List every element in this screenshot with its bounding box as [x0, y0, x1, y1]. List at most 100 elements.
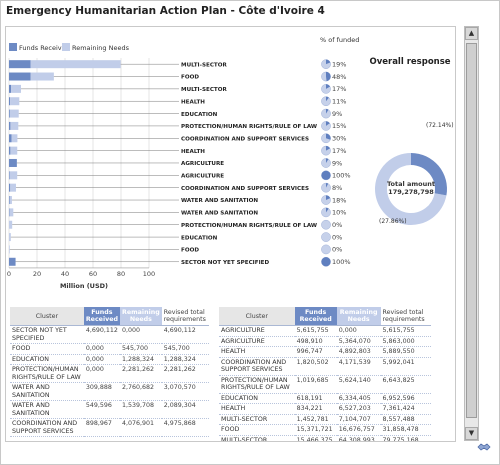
- bar-remaining-needs: [9, 220, 13, 229]
- bar-remaining-needs: [30, 72, 54, 81]
- cell-revised: 2,089,304: [161, 400, 209, 419]
- col-header-funds: Funds Received: [83, 307, 120, 326]
- percent-funded-fill: [326, 207, 329, 213]
- percent-funded-bullet: [321, 244, 331, 255]
- cell-needs: 4,171,539: [336, 357, 381, 376]
- percent-funded-label: 15%: [332, 122, 346, 130]
- bar-funds-received: [9, 84, 12, 93]
- table-row: AGRICULTURE 5,615,755 0,000 5,615,755: [219, 325, 431, 337]
- cell-funds: 1,019,685: [294, 375, 337, 394]
- bar-funds-received: [9, 158, 17, 167]
- cell-revised: 4,975,868: [161, 418, 209, 437]
- scroll-up-arrow-icon[interactable]: ▲: [465, 27, 478, 40]
- cell-revised: 4,690,112: [161, 325, 209, 344]
- category-label: MULTI-SECTOR: [181, 87, 227, 93]
- bar-remaining-needs: [9, 171, 18, 180]
- donut-slice: [375, 153, 447, 225]
- handshake-icon[interactable]: [477, 442, 491, 454]
- x-axis-ticks: 0 20 40 60 80 100: [7, 270, 155, 278]
- table-row: COORDINATION AND SUPPORT SERVICES 898,967…: [10, 418, 209, 437]
- cell-revised: 8,557,488: [380, 414, 431, 425]
- table-row: WATER AND SANITATION 549,596 1,539,708 2,08…: [10, 400, 209, 419]
- percent-funded-label: 48%: [332, 73, 346, 81]
- overall-response-donut: [375, 153, 447, 225]
- percent-funded-label: 100%: [332, 258, 351, 266]
- vertical-scrollbar[interactable]: ▲ ▼: [464, 26, 479, 441]
- category-label: FOOD: [181, 248, 199, 254]
- cell-cluster: HEALTH: [219, 346, 295, 358]
- cell-needs: 6,527,203: [336, 403, 381, 415]
- cell-revised: 545,700: [161, 343, 209, 355]
- bar-funds-received: [9, 72, 31, 81]
- pie-title: Overall response: [369, 57, 450, 67]
- category-label: WATER AND SANITATION: [181, 198, 258, 204]
- cell-cluster: AGRICULTURE: [219, 325, 295, 337]
- category-label: FOOD: [181, 75, 199, 81]
- percent-funded-bullet: [321, 219, 331, 230]
- bar-remaining-needs: [10, 146, 18, 155]
- table-row: MULTI-SECTOR 15,466,375 64,308,993 79,775,1…: [219, 435, 431, 441]
- table-row: WATER AND SANITATION 309,888 2,760,682 3,07…: [10, 382, 209, 401]
- table-row: HEALTH 996,747 4,892,803 5,889,550: [219, 346, 431, 358]
- x-tick-label: 60: [89, 270, 97, 278]
- category-label: AGRICULTURE: [181, 174, 224, 180]
- cell-funds: 1,820,502: [294, 357, 337, 376]
- bar-remaining-needs: [10, 97, 20, 106]
- cell-needs: 4,076,901: [120, 418, 162, 437]
- category-labels: MULTI-SECTOR FOOD MULTI-SECTOR HEALTH EDUCAT…: [181, 62, 317, 266]
- percent-funded-fill: [326, 71, 331, 82]
- bar-funds-received: [9, 121, 11, 130]
- bar-funds-received: [9, 60, 31, 69]
- cell-revised: 1,288,324: [161, 354, 209, 365]
- pie-center-value: 179,278,798: [388, 188, 434, 196]
- x-axis-label: Million (USD): [60, 282, 108, 290]
- percent-funded-label: 18%: [332, 196, 346, 204]
- bar-remaining-needs: [30, 60, 121, 69]
- percent-funded-label: 17%: [332, 85, 346, 93]
- percent-funded-label: 17%: [332, 147, 346, 155]
- percent-funded-fill: [326, 158, 329, 163]
- percent-funded-fill: [326, 133, 331, 140]
- cell-needs: 5,624,140: [336, 375, 381, 394]
- table-row: EDUCATION 618,191 6,334,405 6,952,596: [219, 393, 431, 404]
- bar-funds-received: [9, 257, 16, 266]
- cell-funds: 1,452,781: [294, 414, 337, 425]
- cell-cluster: AGRICULTURE: [219, 336, 295, 347]
- table-row: COORDINATION AND SUPPORT SERVICES 1,820,5…: [219, 357, 431, 376]
- scroll-down-arrow-icon[interactable]: ▼: [465, 427, 478, 440]
- cell-needs: 545,700: [120, 343, 162, 355]
- bar-funds-received: [9, 97, 11, 106]
- bar-remaining-needs: [11, 84, 21, 93]
- percent-funded-label: 0%: [332, 246, 342, 254]
- cell-needs: 7,104,707: [336, 414, 381, 425]
- percent-funded-label: 9%: [332, 110, 342, 118]
- percent-funded-label: 9%: [332, 159, 342, 167]
- col-header-needs: Remaining Needs: [120, 307, 162, 326]
- cell-cluster: FOOD: [10, 343, 84, 355]
- percent-funded-fill: [326, 96, 329, 102]
- bar-remaining-needs: [11, 134, 18, 143]
- cell-cluster: MULTI-SECTOR: [219, 435, 295, 441]
- cell-cluster: HEALTH: [219, 403, 295, 415]
- cell-funds: 549,596: [83, 400, 120, 419]
- cell-needs: 0,000: [336, 325, 381, 337]
- cell-funds: 996,747: [294, 346, 337, 358]
- cell-funds: 898,967: [83, 418, 120, 437]
- cell-funds: 0,000: [83, 343, 120, 355]
- percent-funded-fill: [326, 84, 331, 89]
- cell-cluster: FOOD: [219, 424, 295, 436]
- cell-funds: 15,371,721: [294, 424, 337, 436]
- percent-funded-fill: [326, 121, 330, 126]
- bar-remaining-needs: [9, 109, 19, 118]
- content-viewport: Funds Received Remaining Needs MULTI-SEC…: [5, 26, 456, 442]
- scrollbar-thumb[interactable]: [466, 43, 477, 418]
- cell-needs: 16,676,757: [336, 424, 381, 436]
- col-header-funds: Funds Received: [294, 307, 337, 326]
- pie-label-received: (27.86%): [379, 218, 407, 225]
- category-label: COORDINATION AND SUPPORT SERVICES: [181, 136, 309, 142]
- bar-remaining-needs: [9, 233, 11, 242]
- table-row: PROTECTION/HUMAN RIGHTS/RULE OF LAW 1,019…: [219, 375, 431, 394]
- percent-funded-fill: [321, 170, 331, 180]
- cell-needs: 2,760,682: [120, 382, 162, 401]
